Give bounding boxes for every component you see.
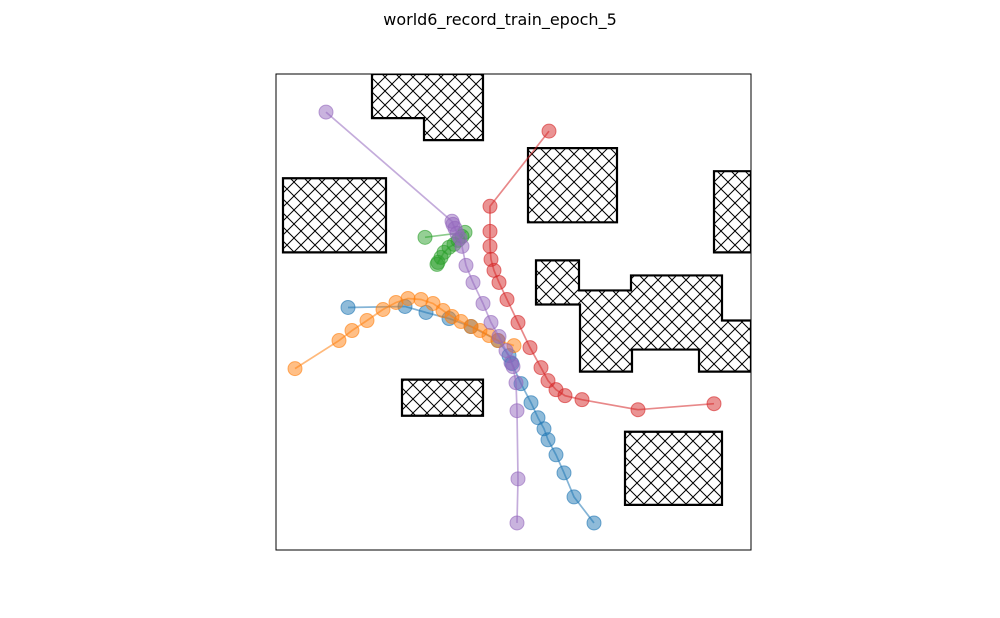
- trajectory-2-point-1: [287, 361, 303, 377]
- trajectory-5-point-7: [454, 238, 470, 254]
- trajectory-5-point-19: [509, 515, 525, 531]
- trajectory-4-point-2: [482, 198, 498, 214]
- obstacle-3: [281, 177, 388, 254]
- trajectory-4-point-7: [491, 274, 507, 290]
- trajectory-4-point-8: [499, 291, 515, 307]
- chart-title: world6_record_train_epoch_5: [383, 10, 617, 30]
- trajectory-1-point-1: [340, 299, 356, 315]
- trajectory-4: [482, 123, 722, 418]
- obstacle-5: [534, 259, 751, 373]
- trajectory-2-point-3: [344, 323, 360, 339]
- plot-area-frame: [275, 73, 752, 551]
- obstacle-6: [400, 378, 485, 417]
- obstacle-layer: [281, 74, 751, 507]
- trajectory-3-point-1: [417, 229, 433, 245]
- trajectory-5-point-15: [505, 359, 521, 375]
- trajectory-2-point-4: [359, 313, 375, 329]
- obstacle-2: [526, 147, 619, 224]
- trajectory-5-point-8: [458, 257, 474, 273]
- trajectory-4-point-1: [541, 123, 557, 139]
- trajectory-1-point-15: [556, 465, 572, 481]
- obstacle-7: [623, 430, 724, 507]
- trajectory-2: [287, 290, 522, 377]
- trajectory-layer: [287, 104, 722, 531]
- trajectory-5: [318, 104, 526, 531]
- trajectory-5-point-17: [509, 403, 525, 419]
- trajectory-5-point-1: [318, 104, 334, 120]
- trajectory-1-point-10: [523, 395, 539, 411]
- trajectory-4-point-11: [533, 360, 549, 376]
- trajectory-5-point-18: [510, 471, 526, 487]
- trajectory-4-point-3: [482, 223, 498, 239]
- trajectory-5-point-12: [491, 329, 507, 345]
- trajectory-1-point-13: [540, 432, 556, 448]
- trajectory-4-point-16: [630, 402, 646, 418]
- trajectory-5-point-9: [465, 274, 481, 290]
- trajectory-5-point-11: [483, 315, 499, 331]
- trajectory-1-point-16: [566, 489, 582, 505]
- trajectory-4-point-4: [482, 238, 498, 254]
- trajectory-4-point-15: [574, 392, 590, 408]
- trajectory-1-point-14: [548, 447, 564, 463]
- trajectory-1-point-17: [586, 515, 602, 531]
- trajectory-2-point-5: [375, 301, 391, 317]
- trajectory-4-point-14: [557, 388, 573, 404]
- trajectory-4-point-9: [510, 315, 526, 331]
- trajectory-5-point-10: [475, 295, 491, 311]
- trajectory-2-point-2: [331, 333, 347, 349]
- obstacle-1: [370, 74, 485, 142]
- trajectory-4-point-10: [522, 340, 538, 356]
- trajectory-2-point-7: [400, 290, 416, 306]
- trajectory-3-point-10: [429, 256, 445, 272]
- obstacle-4: [712, 170, 751, 254]
- trajectory-4-point-17: [706, 396, 722, 412]
- trajectory-5-point-16: [508, 375, 524, 391]
